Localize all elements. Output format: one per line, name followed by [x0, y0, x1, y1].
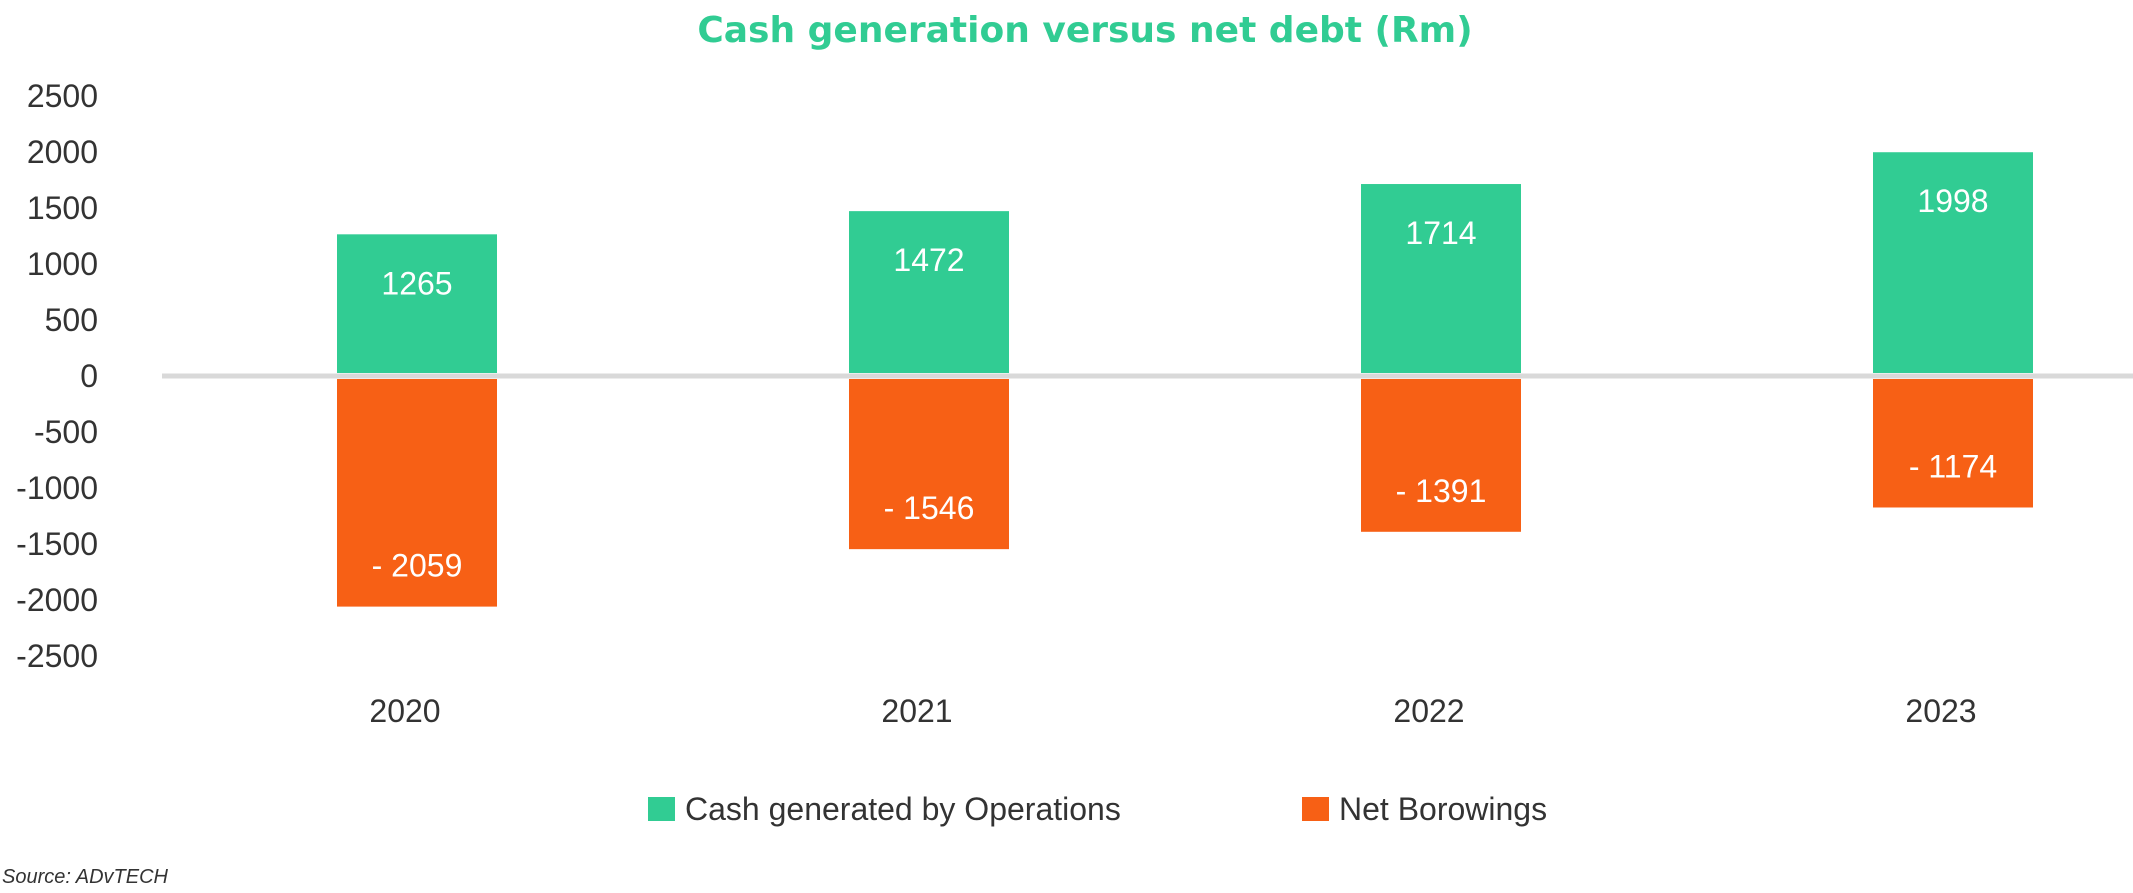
y-tick-label: -500	[34, 414, 98, 450]
chart-title: Cash generation versus net debt (Rm)	[697, 10, 1472, 51]
legend-swatch	[648, 797, 675, 821]
data-label: 1265	[381, 265, 452, 301]
y-tick-label: 1500	[27, 190, 98, 226]
bar-cash-generated-2023	[1873, 152, 2033, 373]
data-label: - 1174	[1909, 448, 1997, 484]
bar-cash-generated-2021	[849, 211, 1009, 373]
y-tick-label: 2500	[27, 78, 98, 114]
data-label: - 1391	[1396, 473, 1487, 509]
bars: 1265 1472 1714 1998 - 2059 - 1546 - 1391 - 1174	[337, 152, 2033, 607]
bar-net-borrowings-2022	[1361, 379, 1521, 532]
y-tick-label: 500	[45, 302, 98, 338]
y-tick-label: -1000	[16, 470, 98, 506]
bar-cash-generated-2020	[337, 234, 497, 373]
data-label: - 2059	[372, 548, 463, 584]
x-tick-label: 2023	[1905, 693, 1976, 729]
y-tick-label: 2000	[27, 134, 98, 170]
y-tick-label: 0	[80, 358, 98, 394]
source-note: Source: ADvTECH	[2, 866, 169, 888]
bar-net-borrowings-2021	[849, 379, 1009, 550]
legend-label: Cash generated by Operations	[685, 791, 1121, 827]
y-tick-label: -2500	[16, 638, 98, 674]
data-label: 1998	[1917, 183, 1988, 219]
x-tick-label: 2020	[369, 693, 440, 729]
data-label: 1472	[893, 242, 964, 278]
y-axis: 2500 2000 1500 1000 500 0 -500 -1000 -1500 -2000 -…	[16, 78, 98, 674]
legend-swatch	[1302, 797, 1329, 821]
data-label: - 1546	[884, 490, 975, 526]
x-axis: 2020 2021 2022 2023	[369, 693, 1976, 729]
legend-label: Net Borowings	[1339, 791, 1547, 827]
x-tick-label: 2022	[1393, 693, 1464, 729]
legend: Cash generated by Operations Net Borowing…	[648, 791, 1547, 827]
bar-net-borrowings-2020	[337, 379, 497, 607]
y-tick-label: -2000	[16, 582, 98, 618]
x-tick-label: 2021	[881, 693, 952, 729]
bar-net-borrowings-2023	[1873, 379, 2033, 508]
bar-cash-generated-2022	[1361, 184, 1521, 373]
y-tick-label: -1500	[16, 526, 98, 562]
y-tick-label: 1000	[27, 246, 98, 282]
data-label: 1714	[1405, 215, 1476, 251]
